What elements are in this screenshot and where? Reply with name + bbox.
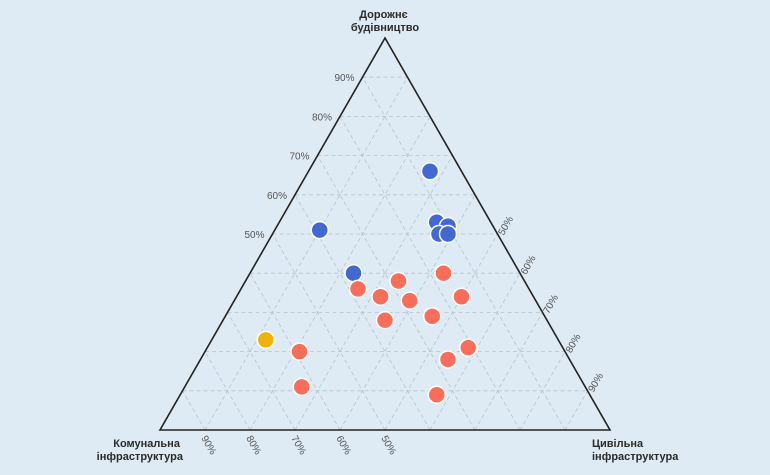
- tick-label-right-axis: 50%: [497, 215, 517, 238]
- data-point: [344, 263, 363, 283]
- grid-line-right: [384, 233, 498, 431]
- tick-label-right-axis: 60%: [519, 254, 539, 277]
- grid-line-left: [317, 155, 476, 431]
- data-point: [420, 162, 440, 181]
- data-point: [434, 263, 453, 283]
- grid-line-left: [339, 116, 521, 431]
- grid-line-right: [564, 390, 588, 431]
- tick-label-right-axis: 90%: [587, 371, 607, 394]
- data-point: [389, 271, 408, 291]
- tick-label-left-axis: 50%: [378, 434, 398, 457]
- left-vertex-label: Комунальна інфраструктура: [97, 438, 184, 463]
- data-point: [452, 287, 471, 306]
- data-point: [459, 338, 478, 357]
- grid-lines: [182, 76, 588, 431]
- tick-label-right-axis: 70%: [542, 293, 562, 316]
- tick-label-left-axis: 80%: [243, 434, 263, 457]
- grid-line-right: [249, 116, 431, 431]
- data-point: [348, 279, 368, 299]
- tick-label-top-axis: 50%: [244, 230, 264, 241]
- tick-label-top-axis: 80%: [312, 112, 332, 123]
- grid-line-left: [249, 273, 341, 431]
- right-vertex-label: Цивільна інфраструктура: [592, 438, 679, 463]
- data-point: [290, 342, 309, 361]
- data-point: [375, 310, 395, 330]
- data-point: [371, 287, 390, 306]
- tick-label-right-axis: 80%: [564, 332, 584, 355]
- data-point: [310, 220, 329, 240]
- grid-line-right: [429, 273, 521, 431]
- data-point: [438, 224, 458, 244]
- data-point: [292, 377, 311, 397]
- tick-label-top-axis: 70%: [289, 152, 309, 163]
- grid-line-left: [182, 390, 206, 431]
- data-points: [256, 162, 478, 404]
- tick-label-top-axis: 90%: [334, 73, 354, 84]
- grid-line-right: [294, 155, 453, 431]
- triangle-frame: [158, 36, 612, 431]
- tick-label-left-axis: 90%: [198, 434, 218, 457]
- data-point: [256, 330, 275, 350]
- data-point: [423, 307, 442, 326]
- tick-label-left-axis: 60%: [333, 434, 353, 457]
- data-point: [427, 385, 446, 404]
- data-point: [438, 350, 458, 369]
- data-point: [400, 291, 419, 310]
- tick-label-left-axis: 70%: [288, 434, 308, 457]
- grid-line-right: [474, 312, 543, 431]
- grid-line-right: [519, 351, 566, 431]
- grid-line-left: [227, 312, 296, 431]
- grid-line-left: [204, 351, 251, 431]
- grid-line-right: [204, 77, 408, 431]
- grid-line-left: [362, 77, 566, 431]
- grid-line-left: [272, 233, 386, 431]
- top-vertex-label: Дорожнє будівництво: [351, 9, 419, 34]
- tick-label-top-axis: 60%: [267, 191, 287, 202]
